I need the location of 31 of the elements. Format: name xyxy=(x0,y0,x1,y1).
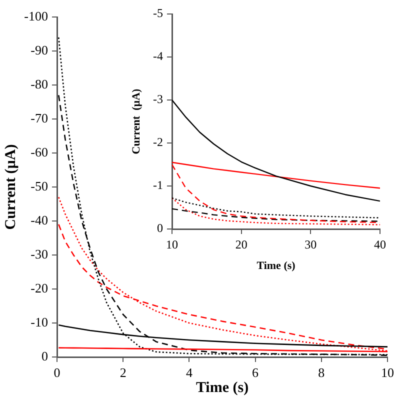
x-tick-label: 2 xyxy=(120,365,126,380)
x-tick-label: 10 xyxy=(381,365,394,380)
y-tick-label: -4 xyxy=(153,49,163,64)
y-tick-label: -3 xyxy=(153,92,163,106)
x-tick-label: 0 xyxy=(54,365,60,380)
x-axis-title: Time (s) xyxy=(196,380,249,396)
y-tick-label: -100 xyxy=(24,8,48,24)
y-tick-label: -50 xyxy=(30,178,48,194)
y-tick-label: -90 xyxy=(30,42,48,58)
y-tick-label: -20 xyxy=(30,280,48,296)
x-tick-label: 10 xyxy=(166,237,178,252)
x-tick-label: 30 xyxy=(304,237,317,252)
x-tick-label: 4 xyxy=(186,365,193,380)
y-tick-label: 0 xyxy=(42,348,48,364)
y-axis-title: Current (µA) xyxy=(130,88,142,154)
y-tick-label: -1 xyxy=(153,178,163,192)
y-tick-label: -2 xyxy=(153,135,163,150)
y-tick-label: -60 xyxy=(30,144,48,160)
y-tick-label: -5 xyxy=(153,6,163,20)
y-tick-label: 0 xyxy=(157,221,163,236)
y-tick-label: -40 xyxy=(30,212,48,228)
x-tick-label: 6 xyxy=(252,365,260,380)
y-axis-title: Current (µA) xyxy=(2,144,19,230)
y-tick-label: -30 xyxy=(30,246,48,262)
x-tick-label: 40 xyxy=(374,237,386,252)
y-tick-label: -70 xyxy=(30,110,48,126)
y-tick-label: -80 xyxy=(30,76,48,92)
x-tick-label: 20 xyxy=(235,237,248,252)
x-axis-title: Time (s) xyxy=(256,260,296,272)
y-tick-label: -10 xyxy=(30,314,48,330)
x-tick-label: 8 xyxy=(318,365,325,380)
